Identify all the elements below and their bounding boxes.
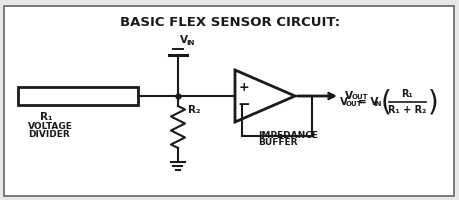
Text: V: V [179, 35, 188, 45]
Text: R₁: R₁ [39, 112, 52, 122]
Bar [18, 87, 138, 105]
Polygon shape [235, 70, 294, 122]
Text: IN: IN [372, 101, 381, 107]
Text: V: V [339, 97, 347, 107]
Text: +: + [238, 81, 249, 94]
Text: BASIC FLEX SENSOR CIRCUIT:: BASIC FLEX SENSOR CIRCUIT: [120, 16, 339, 28]
Text: IN: IN [186, 40, 195, 46]
Text: OUT: OUT [351, 94, 367, 100]
Text: IMPEDANCE: IMPEDANCE [257, 131, 317, 140]
Text: R₁: R₁ [400, 89, 412, 99]
Text: ): ) [427, 89, 438, 117]
Text: BUFFER: BUFFER [257, 138, 297, 147]
Text: OUT: OUT [345, 101, 362, 107]
Text: = V: = V [357, 97, 378, 107]
Text: (: ( [380, 89, 391, 117]
Text: R₂: R₂ [188, 105, 200, 115]
Text: −: − [237, 97, 250, 112]
Text: R₁ + R₂: R₁ + R₂ [387, 105, 425, 115]
Text: DIVIDER: DIVIDER [28, 130, 70, 139]
Text: VOLTAGE: VOLTAGE [28, 122, 73, 131]
Text: V: V [344, 91, 352, 101]
